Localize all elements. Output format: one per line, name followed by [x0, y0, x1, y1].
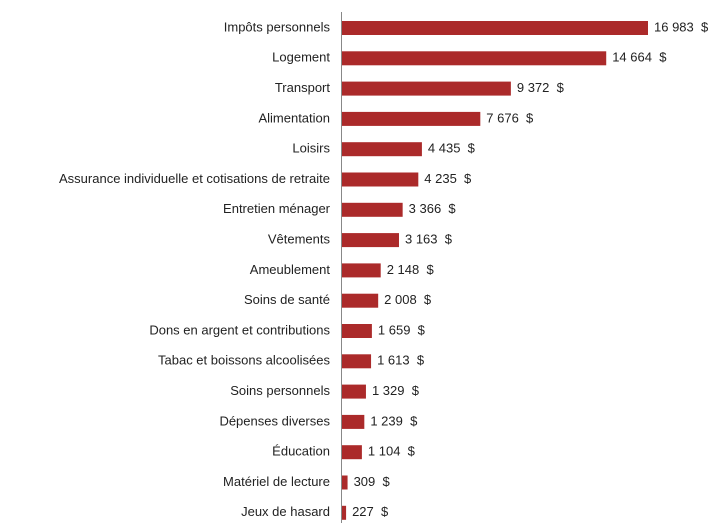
bar [342, 324, 372, 338]
category-label: Jeux de hasard [241, 504, 330, 519]
value-label: 1 329 $ [372, 383, 420, 398]
value-label: 14 664 $ [612, 50, 667, 65]
bar [342, 354, 372, 369]
bar [342, 233, 399, 248]
bar [342, 475, 348, 490]
value-label: 2 148 $ [387, 262, 435, 277]
category-label: Entretien ménager [223, 201, 331, 216]
category-label: Dépenses diverses [219, 413, 330, 428]
bar [342, 445, 362, 460]
value-label: 3 366 $ [409, 201, 457, 216]
category-label: Loisirs [292, 141, 330, 156]
value-label: 227 $ [352, 504, 389, 519]
category-label: Soins personnels [230, 383, 330, 398]
value-label: 4 235 $ [424, 171, 472, 186]
value-label: 1 659 $ [378, 322, 426, 337]
value-label: 7 676 $ [486, 110, 534, 125]
value-label: 1 613 $ [377, 353, 425, 368]
category-label: Tabac et boissons alcoolisées [158, 353, 330, 368]
bar [342, 172, 419, 187]
bar [342, 263, 381, 278]
category-label: Impôts personnels [224, 19, 331, 34]
category-label: Ameublement [250, 262, 331, 277]
value-label: 1 104 $ [368, 444, 416, 459]
bar [342, 384, 366, 399]
value-label: 1 239 $ [370, 413, 418, 428]
value-label: 9 372 $ [517, 80, 565, 95]
value-label: 2 008 $ [384, 292, 432, 307]
bar [342, 202, 403, 217]
bar [342, 111, 481, 126]
bar [342, 414, 365, 429]
bar [342, 142, 422, 157]
bar [342, 21, 648, 35]
category-label: Transport [275, 80, 331, 95]
bar [342, 505, 347, 520]
category-label: Alimentation [258, 110, 330, 125]
category-label: Dons en argent et contributions [149, 322, 330, 337]
value-label: 3 163 $ [405, 232, 453, 247]
bar [342, 81, 511, 96]
bar [342, 51, 607, 66]
bar [342, 293, 379, 308]
category-label: Logement [272, 50, 330, 65]
value-label: 16 983 $ [654, 19, 709, 34]
category-label: Assurance individuelle et cotisations de… [59, 171, 330, 186]
category-label: Éducation [272, 444, 330, 459]
value-label: 4 435 $ [428, 141, 476, 156]
category-label: Matériel de lecture [223, 474, 330, 489]
category-label: Soins de santé [244, 292, 330, 307]
category-label: Vêtements [268, 232, 331, 247]
value-label: 309 $ [354, 474, 391, 489]
